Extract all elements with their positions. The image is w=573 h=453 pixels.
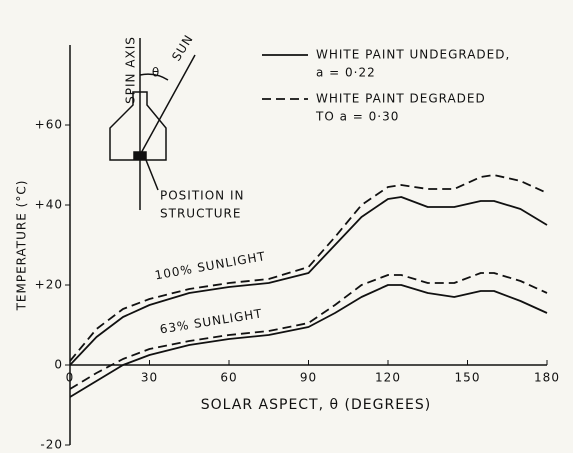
- x-axis-label: SOLAR ASPECT, θ (DEGREES): [201, 397, 431, 413]
- spacecraft: [109, 91, 167, 161]
- series-line: [69, 174, 548, 362]
- legend-label: WHITE PAINT UNDEGRADED,: [316, 48, 510, 62]
- curve-label: 63% SUNLIGHT: [159, 306, 264, 336]
- y-tick-label: 0: [54, 358, 63, 372]
- y-tick-label: -20: [40, 438, 63, 452]
- series-line: [69, 284, 548, 398]
- angle-arc: [139, 73, 169, 81]
- curve-label: 100% SUNLIGHT: [154, 249, 267, 282]
- x-tick-label: 0: [66, 371, 75, 385]
- inset-label: SUN: [169, 32, 196, 63]
- inset-diagram: [109, 38, 196, 210]
- legend-label: TO a = 0·30: [315, 110, 399, 124]
- inset-label: SPIN AXIS: [124, 36, 138, 104]
- x-tick-label: 120: [375, 371, 401, 385]
- y-tick-label: +40: [35, 198, 63, 212]
- x-tick-label: 30: [141, 371, 158, 385]
- series-line: [69, 272, 548, 390]
- series-line: [69, 196, 548, 366]
- legend-label: WHITE PAINT DEGRADED: [316, 92, 486, 106]
- inset-label: θ: [152, 66, 160, 80]
- sun-line: [139, 54, 196, 156]
- pointer: [145, 159, 159, 191]
- x-tick-label: 90: [300, 371, 317, 385]
- legend-label: a = 0·22: [316, 66, 376, 80]
- inset-label: STRUCTURE: [160, 207, 241, 221]
- x-tick-label: 180: [534, 371, 560, 385]
- inset-label: POSITION IN: [160, 189, 244, 203]
- y-tick-label: +60: [35, 118, 63, 132]
- x-tick-label: 150: [455, 371, 481, 385]
- y-axis-label: TEMPERATURE (°C): [15, 180, 29, 312]
- y-tick-label: +20: [35, 278, 63, 292]
- x-tick-label: 60: [220, 371, 237, 385]
- position-marker: [133, 151, 147, 160]
